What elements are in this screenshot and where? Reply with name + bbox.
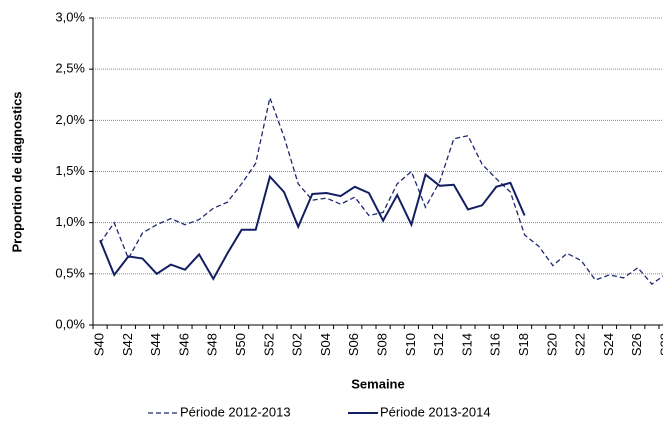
x-tick-label: S50 [233, 333, 248, 356]
x-tick-label: S24 [601, 333, 616, 356]
x-tick-label: S20 [544, 333, 559, 356]
y-tick-label: 2,5% [55, 61, 85, 76]
x-tick-label: S26 [629, 333, 644, 356]
series-line [99, 95, 663, 285]
x-tick-label: S16 [488, 333, 503, 356]
y-tick-label: 3,0% [55, 9, 85, 24]
x-tick-label: S14 [459, 333, 474, 356]
x-tick-label: S04 [318, 333, 333, 356]
x-tick-label: S48 [205, 333, 220, 356]
x-tick-label: S10 [403, 333, 418, 356]
legend-label: Période 2013-2014 [380, 404, 491, 419]
x-tick-label: S02 [290, 333, 305, 356]
y-tick-label: 2,0% [55, 112, 85, 127]
y-tick-label: 1,5% [55, 163, 85, 178]
x-tick-label: S46 [176, 333, 191, 356]
x-tick-label: S12 [431, 333, 446, 356]
x-tick-label: S28 [658, 333, 663, 356]
y-tick-label: 0,5% [55, 265, 85, 280]
x-tick-label: S08 [375, 333, 390, 356]
x-axis-label: Semaine [351, 376, 404, 391]
x-tick-label: S40 [92, 333, 107, 356]
series-line [99, 172, 526, 281]
x-tick-label: S44 [148, 333, 163, 356]
x-tick-label: S18 [516, 333, 531, 356]
legend-label: Période 2012-2013 [180, 404, 291, 419]
x-tick-label: S42 [120, 333, 135, 356]
x-tick-label: S22 [573, 333, 588, 356]
x-tick-label: S06 [346, 333, 361, 356]
y-axis-label: Proportion de diagnostics [9, 91, 24, 252]
y-tick-label: 1,0% [55, 214, 85, 229]
x-tick-label: S52 [261, 333, 276, 356]
y-tick-label: 0,0% [55, 316, 85, 331]
